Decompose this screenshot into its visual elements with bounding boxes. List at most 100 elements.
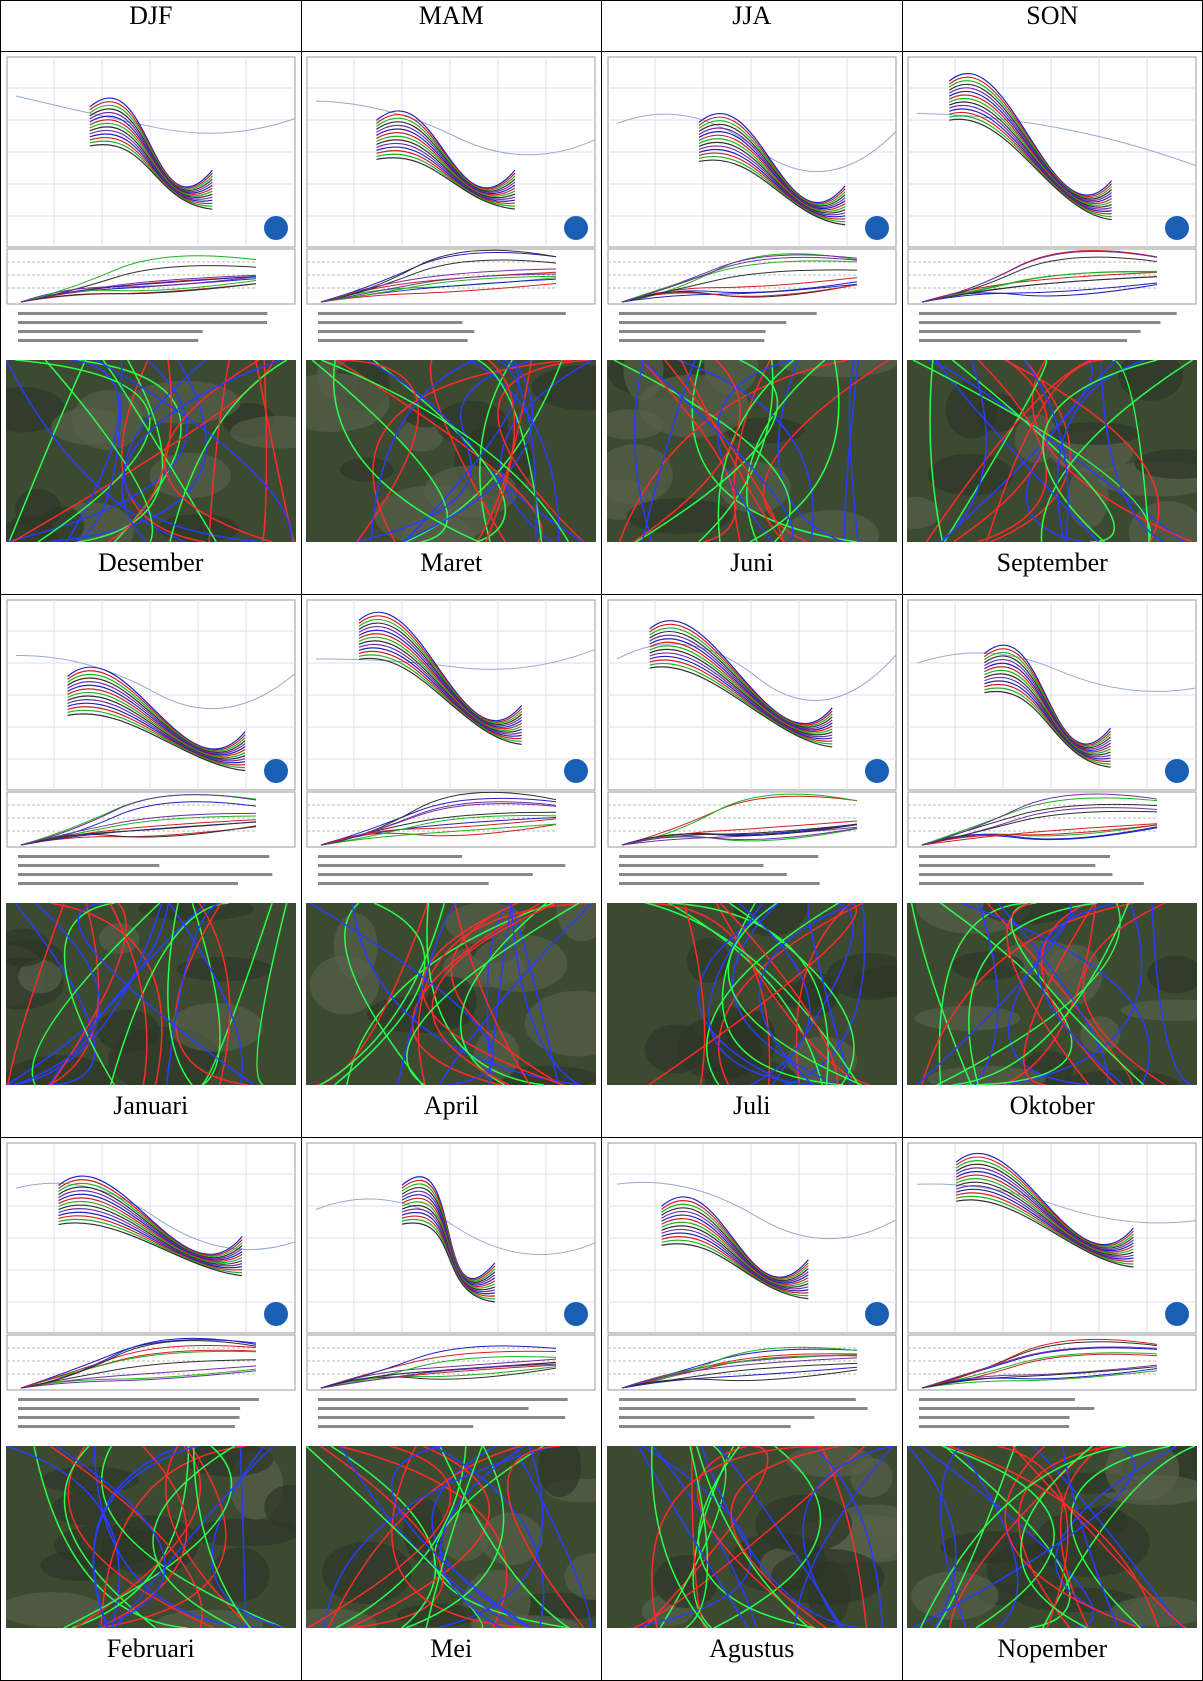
month-label: Oktober bbox=[1010, 1091, 1095, 1121]
caption-line bbox=[619, 882, 820, 885]
trajectory-plot bbox=[907, 599, 1197, 899]
caption-line bbox=[318, 330, 474, 333]
caption-line bbox=[318, 1416, 565, 1419]
caption-line bbox=[18, 882, 238, 885]
trajectory-plot bbox=[6, 56, 296, 356]
satellite-image bbox=[607, 360, 897, 542]
caption-line bbox=[619, 1398, 856, 1401]
caption-line bbox=[619, 312, 817, 315]
table-body: Desember Maret Juni September Januari April Ju… bbox=[1, 52, 1203, 1681]
satellite-image bbox=[6, 903, 296, 1085]
caption-line bbox=[619, 321, 786, 324]
trajectory-table: DJF MAM JJA SON DesemberMaretJuniSeptemb… bbox=[0, 0, 1203, 1681]
caption-line bbox=[919, 1398, 1075, 1401]
caption-line bbox=[919, 1425, 1069, 1428]
caption-line bbox=[18, 864, 159, 867]
caption-line bbox=[919, 864, 1095, 867]
month-cell: Juli bbox=[602, 595, 903, 1138]
cell-content: Januari bbox=[1, 595, 301, 1137]
satellite-image bbox=[6, 360, 296, 542]
noaa-logo bbox=[1165, 216, 1189, 240]
noaa-logo bbox=[264, 216, 288, 240]
caption-line bbox=[18, 873, 272, 876]
caption-line bbox=[619, 330, 766, 333]
noaa-logo bbox=[564, 759, 588, 783]
trajectory-plot bbox=[6, 599, 296, 899]
trajectory-plot bbox=[907, 1142, 1197, 1442]
caption-line bbox=[318, 855, 462, 858]
terrain bbox=[1068, 467, 1109, 528]
trajectory-plot bbox=[306, 599, 596, 899]
month-label: Februari bbox=[107, 1634, 195, 1664]
month-cell: Agustus bbox=[602, 1138, 903, 1681]
caption-line bbox=[619, 1407, 868, 1410]
caption-line bbox=[18, 312, 267, 315]
satellite-image bbox=[607, 1446, 897, 1628]
month-cell: Oktober bbox=[902, 595, 1203, 1138]
cell-content: Desember bbox=[1, 52, 301, 594]
noaa-logo bbox=[865, 759, 889, 783]
caption-line bbox=[318, 321, 462, 324]
terrain bbox=[211, 1547, 269, 1601]
month-label: Desember bbox=[98, 548, 203, 578]
caption-line bbox=[18, 1425, 235, 1428]
month-cell: April bbox=[301, 595, 602, 1138]
month-label: April bbox=[424, 1091, 479, 1121]
caption-line bbox=[919, 321, 1160, 324]
month-label: Juli bbox=[733, 1091, 771, 1121]
noaa-logo bbox=[1165, 1302, 1189, 1326]
trajectory-plot bbox=[607, 1142, 897, 1442]
noaa-logo bbox=[865, 216, 889, 240]
month-cell: Nopember bbox=[902, 1138, 1203, 1681]
caption-line bbox=[318, 1407, 529, 1410]
caption-line bbox=[318, 873, 533, 876]
caption-line bbox=[619, 339, 764, 342]
noaa-logo bbox=[564, 216, 588, 240]
noaa-logo bbox=[264, 759, 288, 783]
month-label: Juni bbox=[730, 548, 773, 578]
satellite-image bbox=[607, 903, 897, 1085]
month-cell: Desember bbox=[1, 52, 302, 595]
cell-content: Mei bbox=[302, 1138, 602, 1680]
terrain bbox=[367, 995, 474, 1033]
noaa-logo bbox=[264, 1302, 288, 1326]
caption-line bbox=[619, 1425, 791, 1428]
month-cell: Maret bbox=[301, 52, 602, 595]
terrain bbox=[687, 938, 729, 983]
caption-line bbox=[18, 855, 269, 858]
cell-content: Juli bbox=[602, 595, 902, 1137]
cell-content: September bbox=[903, 52, 1203, 594]
caption-line bbox=[318, 882, 489, 885]
caption-line bbox=[318, 1398, 568, 1401]
cell-content: April bbox=[302, 595, 602, 1137]
satellite-image bbox=[907, 1446, 1197, 1628]
trajectory-plot bbox=[306, 56, 596, 356]
cell-content: Juni bbox=[602, 52, 902, 594]
terrain bbox=[915, 1006, 1021, 1031]
noaa-logo bbox=[564, 1302, 588, 1326]
month-label: Maret bbox=[420, 548, 482, 578]
month-cell: Mei bbox=[301, 1138, 602, 1681]
month-row: Desember Maret Juni September bbox=[1, 52, 1203, 595]
caption-line bbox=[18, 339, 198, 342]
month-label: Januari bbox=[113, 1091, 188, 1121]
caption-line bbox=[619, 1416, 814, 1419]
month-row: Februari MeiAgustus Nopember bbox=[1, 1138, 1203, 1681]
caption-line bbox=[18, 1407, 240, 1410]
satellite-image bbox=[907, 903, 1197, 1085]
trajectory-plot bbox=[6, 1142, 296, 1442]
caption-line bbox=[919, 339, 1127, 342]
caption-line bbox=[919, 873, 1112, 876]
satellite-image bbox=[306, 1446, 596, 1628]
noaa-logo bbox=[865, 1302, 889, 1326]
season-header: MAM bbox=[301, 1, 602, 52]
month-cell: Juni bbox=[602, 52, 903, 595]
month-label: Nopember bbox=[997, 1634, 1107, 1664]
cell-content: Maret bbox=[302, 52, 602, 594]
caption-line bbox=[619, 864, 763, 867]
cell-content: Oktober bbox=[903, 595, 1203, 1137]
terrain bbox=[928, 454, 1013, 496]
satellite-image bbox=[306, 360, 596, 542]
caption-line bbox=[318, 339, 468, 342]
caption-line bbox=[619, 873, 787, 876]
